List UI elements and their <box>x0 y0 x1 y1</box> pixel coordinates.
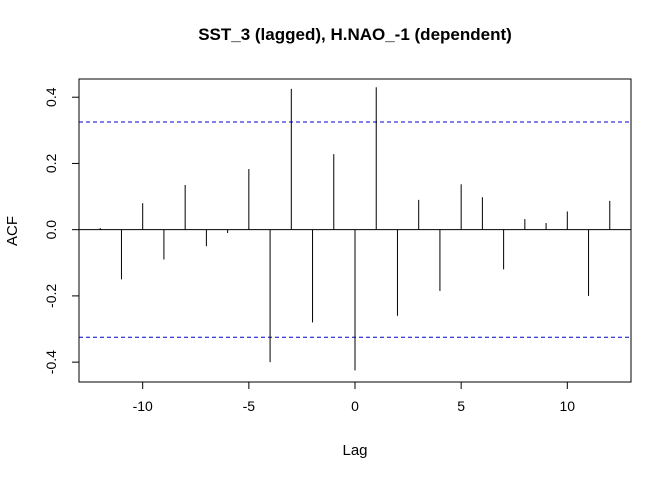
y-tick-label: 0.2 <box>43 154 59 174</box>
x-tick-label: 0 <box>351 398 359 414</box>
y-tick-label: 0.4 <box>43 87 59 107</box>
plot-area: -10 -5 0 5 10 -0.4 -0.2 0.0 0.2 0.4 <box>43 78 632 414</box>
x-tick-label: 5 <box>457 398 465 414</box>
y-tick-label: -0.2 <box>43 284 59 308</box>
chart-title: SST_3 (lagged), H.NAO_-1 (dependent) <box>198 25 512 44</box>
x-axis-label: Lag <box>342 442 367 459</box>
x-tick-label: -10 <box>133 398 153 414</box>
y-tick-label: -0.4 <box>43 350 59 374</box>
y-axis-label: ACF <box>4 216 21 246</box>
x-tick-label: -5 <box>243 398 256 414</box>
x-tick-label: 10 <box>560 398 576 414</box>
y-tick-label: 0.0 <box>43 220 59 240</box>
